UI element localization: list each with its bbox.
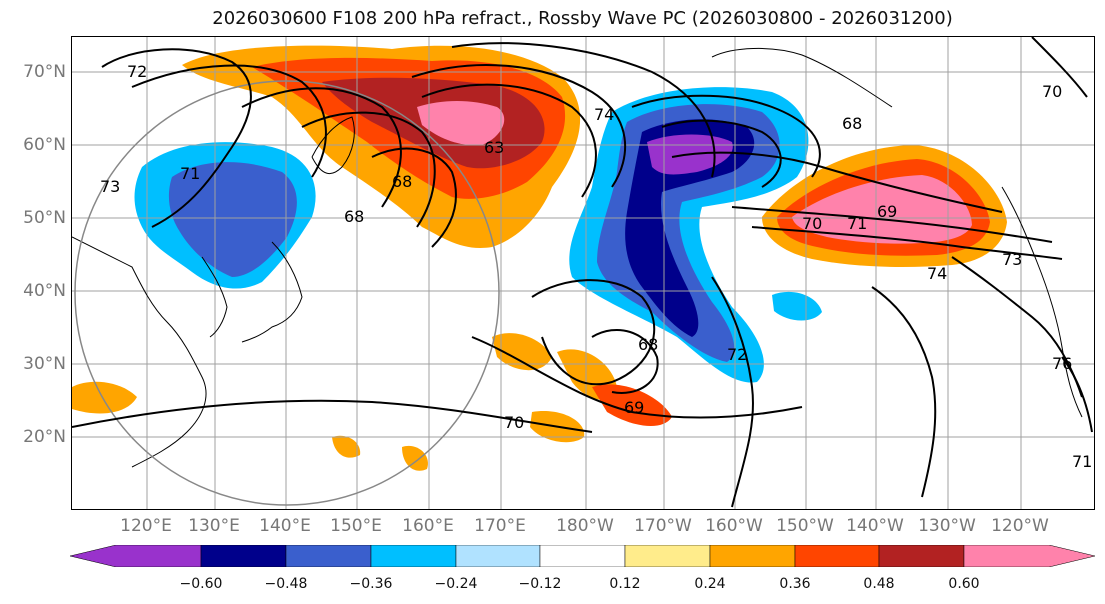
contour-label: 72: [727, 345, 747, 364]
colorbar-tick-label: 0.36: [779, 576, 811, 592]
colorbar-segment-9: [878, 544, 965, 568]
kamchatka-coastline: [311, 116, 355, 175]
contour-label: 76: [1052, 354, 1072, 373]
colorbar-tick-label: 0.24: [694, 576, 726, 592]
contour-label: 74: [594, 105, 614, 124]
lat-label-20n: 20°N: [23, 427, 66, 447]
lon-label-140e: 140°E: [259, 516, 311, 536]
contour-label: 73: [1002, 250, 1022, 269]
lon-label-130w: 130°W: [918, 516, 976, 536]
lat-label-70n: 70°N: [23, 62, 66, 82]
colorbar-segment-4: [455, 544, 541, 568]
contour-label: 71: [1072, 452, 1092, 471]
map-canvas: 72 73 71 68 68 63 74 68 70 71 69 73 74 6…: [72, 37, 1094, 509]
colorbar-segment-3: [370, 544, 457, 568]
lon-label-160w: 160°W: [705, 516, 763, 536]
lon-label-140w: 140°W: [846, 516, 904, 536]
graticule: [72, 37, 1094, 509]
contour-label: 70: [802, 214, 822, 233]
colorbar-segment-1: [200, 544, 287, 568]
negative-region-central-pacific-core: [625, 119, 755, 337]
colorbar-tick-label: −0.48: [264, 576, 308, 592]
lat-label-40n: 40°N: [23, 281, 66, 301]
contour-label: 70: [1042, 82, 1062, 101]
colorbar-tick-label: 0.12: [609, 576, 641, 592]
contour-label: 72: [127, 62, 147, 81]
negative-region-patch: [772, 291, 822, 321]
colorbar-segment-7: [709, 544, 796, 568]
colorbar-tick-label: 0.48: [863, 576, 895, 592]
map-panel: 72 73 71 68 68 63 74 68 70 71 69 73 74 6…: [71, 36, 1095, 510]
colorbar-segment-10: [963, 544, 1096, 568]
positive-region-subtropical-1: [492, 333, 552, 371]
positive-region-patch-1: [332, 435, 361, 458]
lat-label-30n: 30°N: [23, 354, 66, 374]
lon-label-150w: 150°W: [776, 516, 834, 536]
positive-region-kamchatka-peak: [417, 101, 505, 146]
lat-label-60n: 60°N: [23, 135, 66, 155]
colorbar-tick-label: −0.60: [179, 576, 223, 592]
japan-coastline: [241, 241, 303, 343]
lon-label-120w: 120°W: [991, 516, 1049, 536]
contour-label: 68: [842, 114, 862, 133]
positive-region-patch-2: [402, 445, 428, 471]
map-title: 2026030600 F108 200 hPa refract., Rossby…: [212, 8, 953, 29]
lon-label-130e: 130°E: [188, 516, 240, 536]
colorbar-segment-6: [624, 544, 711, 568]
contour-label: 69: [624, 398, 644, 417]
contour-label: 68: [638, 335, 658, 354]
contour-label: 70: [504, 413, 524, 432]
colorbar-tick-label: 0.60: [948, 576, 980, 592]
lon-label-150e: 150°E: [330, 516, 382, 536]
contour-label: 68: [344, 207, 364, 226]
lon-label-180w: 180°W: [556, 516, 614, 536]
lat-label-50n: 50°N: [23, 208, 66, 228]
colorbar-tick-label: −0.12: [518, 576, 562, 592]
colorbar-segment-0: [69, 544, 202, 568]
korea-coastline: [201, 256, 228, 338]
negative-region-japan-inner: [168, 162, 297, 277]
lon-label-160e: 160°E: [402, 516, 454, 536]
colorbar-tick-label: −0.24: [434, 576, 478, 592]
colorbar-segment-5: [539, 544, 626, 568]
lon-label-120e: 120°E: [120, 516, 172, 536]
contour-label: 63: [484, 138, 504, 157]
contour-label-group: 72 73 71 68 68 63 74 68 70 71 69 73 74 6…: [100, 62, 1092, 471]
contour-label: 74: [927, 264, 947, 283]
alaska-coastline: [711, 48, 893, 108]
colorbar-svg: [69, 544, 1096, 568]
contour-label: 69: [877, 202, 897, 221]
contour-label: 71: [847, 214, 867, 233]
north-america-west-coast: [1001, 186, 1083, 418]
lon-label-170e: 170°E: [474, 516, 526, 536]
lon-label-170w: 170°W: [634, 516, 692, 536]
colorbar-segment-2: [285, 544, 372, 568]
positive-region-west-edge: [72, 381, 137, 414]
colorbar-segment-8: [794, 544, 880, 568]
contour-lines: [72, 37, 1093, 508]
colorbar-tick-label: −0.36: [349, 576, 393, 592]
contour-label: 73: [100, 177, 120, 196]
contour-label: 71: [180, 164, 200, 183]
contour-label: 68: [392, 172, 412, 191]
asia-coastline: [72, 236, 207, 468]
positive-region-gulf-of-alaska-peak: [792, 175, 972, 244]
rossby-wave-circle: [74, 80, 500, 506]
colorbar: [69, 544, 1096, 571]
coastlines: [72, 48, 1083, 468]
